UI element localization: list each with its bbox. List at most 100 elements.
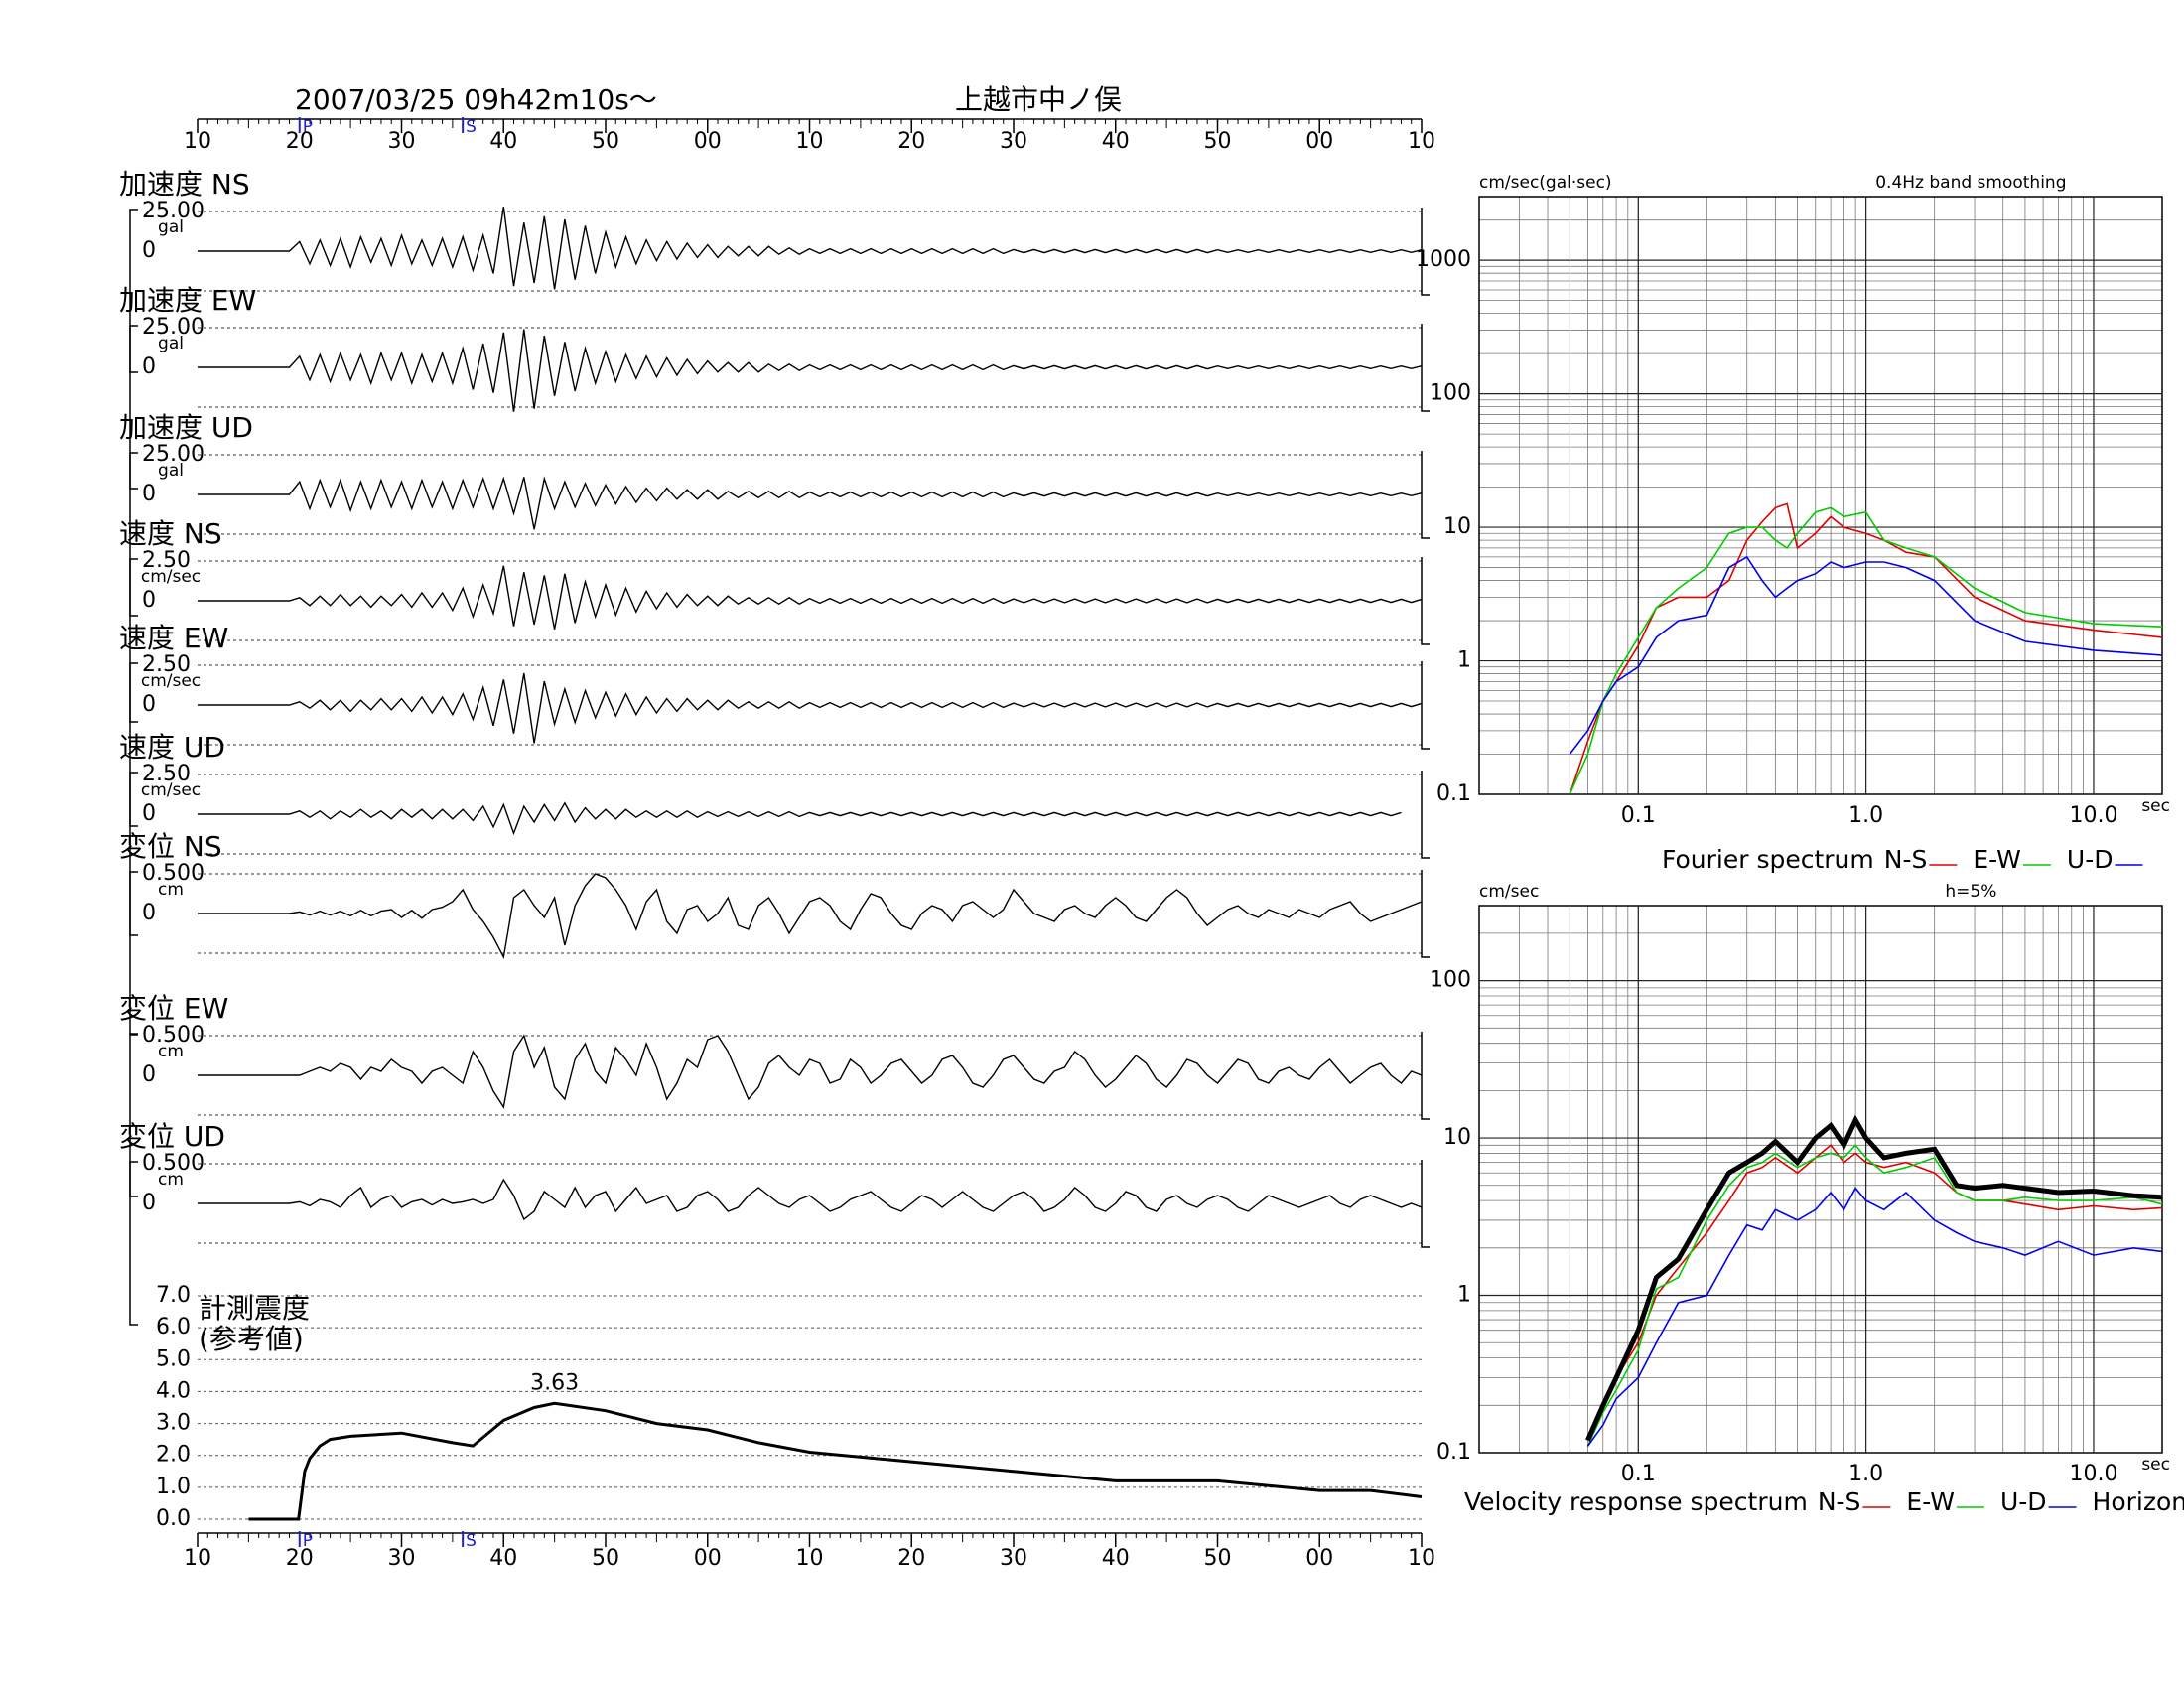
x-tick-label: 00	[694, 1546, 722, 1571]
trace-frame-left	[129, 1161, 138, 1326]
trace-name: 速度 EW	[119, 622, 228, 654]
spectrum-line	[1586, 1144, 2162, 1447]
x-tick-label: 10.0	[2069, 803, 2117, 828]
y-axis-label: cm/sec	[1479, 882, 1539, 902]
trace-frame-left	[129, 209, 138, 373]
y-tick-label: 0.1	[1436, 781, 1471, 806]
y-tick-label: 4.0	[156, 1378, 191, 1403]
trace-frame-left	[129, 1033, 138, 1197]
y-tick-label: 0	[142, 238, 156, 263]
x-tick-label: 10	[796, 129, 824, 154]
trace-frame-right	[1421, 557, 1430, 645]
y-tick-label: 7.0	[156, 1283, 191, 1308]
x-tick-label: 10	[796, 1546, 824, 1571]
x-tick-label: 30	[1000, 129, 1027, 154]
legend-label: U-D	[2000, 1487, 2047, 1516]
x-tick-label: 50	[592, 129, 619, 154]
y-tick-label: 0.1	[1436, 1440, 1471, 1465]
waveform	[198, 565, 1423, 630]
x-tick-label: 50	[1204, 1546, 1232, 1571]
legend-title: Fourier spectrum	[1662, 845, 1874, 874]
station-name: 上越市中ノ俣	[955, 83, 1122, 116]
x-tick-label: 1.0	[1848, 803, 1883, 828]
trace-frame-right	[1421, 208, 1430, 296]
trace-unit: cm/sec	[141, 671, 201, 691]
record-time: 2007/03/25 09h42m10s〜	[295, 83, 657, 116]
y-tick-label: 0	[142, 801, 156, 826]
waveform	[198, 1034, 1423, 1109]
waveform	[198, 801, 1402, 836]
trace-name: 変位 EW	[119, 992, 228, 1025]
peak-label: 3.63	[530, 1370, 579, 1395]
x-tick-label: 40	[1102, 1546, 1130, 1571]
spectrum-line	[1569, 555, 2162, 755]
trace-name: 速度 UD	[119, 731, 225, 764]
trace-frame-left	[129, 662, 138, 827]
trace-frame-right	[1421, 1032, 1430, 1120]
y-tick-label: 6.0	[156, 1315, 191, 1339]
trace-name: 速度 NS	[119, 517, 222, 550]
x-tick-label: 00	[1305, 1546, 1333, 1571]
trace-frame-right	[1421, 1160, 1430, 1248]
trace-frame-left	[129, 452, 138, 617]
legend-label: E-W	[1973, 845, 2021, 874]
phase-label: P	[303, 1531, 313, 1551]
y-axis-label: cm/sec(gal·sec)	[1479, 173, 1612, 193]
x-tick-label: 00	[1305, 129, 1333, 154]
legend-label: Horizon	[2093, 1487, 2184, 1516]
trace-name: 変位 UD	[119, 1120, 225, 1153]
x-tick-label: 20	[897, 1546, 925, 1571]
trace-name: 変位 NS	[119, 830, 222, 863]
trace-frame-left	[129, 772, 138, 936]
x-tick-label: 10	[184, 129, 211, 154]
spectrum-line	[1585, 1114, 2162, 1442]
x-tick-label: 00	[694, 129, 722, 154]
x-tick-label: 10.0	[2069, 1462, 2117, 1486]
y-tick-label: 1	[1457, 1283, 1471, 1308]
phase-label: S	[466, 117, 477, 137]
y-tick-label: 3.0	[156, 1411, 191, 1436]
y-tick-label: 2.0	[156, 1443, 191, 1468]
trace-name: 加速度 UD	[119, 411, 253, 444]
x-tick-label: 30	[1000, 1546, 1027, 1571]
spectrum-line	[1586, 1144, 2162, 1441]
y-tick-label: 10	[1443, 514, 1471, 539]
x-tick-label: 30	[388, 129, 416, 154]
x-tick-label: 50	[1204, 129, 1232, 154]
trace-frame-left	[129, 558, 138, 723]
spectrum-line	[1569, 506, 2162, 794]
trace-unit: cm	[158, 880, 184, 900]
trace-frame-left	[129, 325, 138, 490]
phase-label: P	[303, 117, 313, 137]
trace-frame-right	[1421, 771, 1430, 859]
x-tick-label: 40	[1102, 129, 1130, 154]
y-tick-label: 25.00	[142, 442, 205, 467]
x-tick-label: 1.0	[1848, 1462, 1883, 1486]
y-tick-label: 1.0	[156, 1475, 191, 1499]
x-tick-label: 30	[388, 1546, 416, 1571]
x-tick-label: 20	[897, 129, 925, 154]
y-tick-label: 0	[142, 482, 156, 506]
y-tick-label: 0.500	[142, 861, 205, 886]
y-tick-label: 25.00	[142, 315, 205, 340]
trace-unit: cm	[158, 1170, 184, 1190]
y-tick-label: 0.500	[142, 1023, 205, 1048]
x-axis-label: sec	[2141, 796, 2170, 816]
y-tick-label: 10	[1443, 1125, 1471, 1150]
intensity-line	[248, 1401, 1423, 1521]
trace-unit: gal	[158, 461, 184, 481]
y-tick-label: 0	[142, 588, 156, 613]
waveform	[198, 329, 1423, 412]
y-tick-label: 5.0	[156, 1346, 191, 1371]
x-tick-label: 0.1	[1621, 803, 1656, 828]
y-tick-label: 2.50	[142, 652, 191, 677]
trace-unit: cm/sec	[141, 567, 201, 587]
y-tick-label: 0	[142, 1062, 156, 1087]
trace-unit: gal	[158, 217, 184, 237]
y-tick-label: 0	[142, 692, 156, 717]
trace-frame-left	[129, 871, 138, 1036]
plot-note: h=5%	[1945, 882, 1996, 902]
legend-label: N-S	[1884, 845, 1928, 874]
